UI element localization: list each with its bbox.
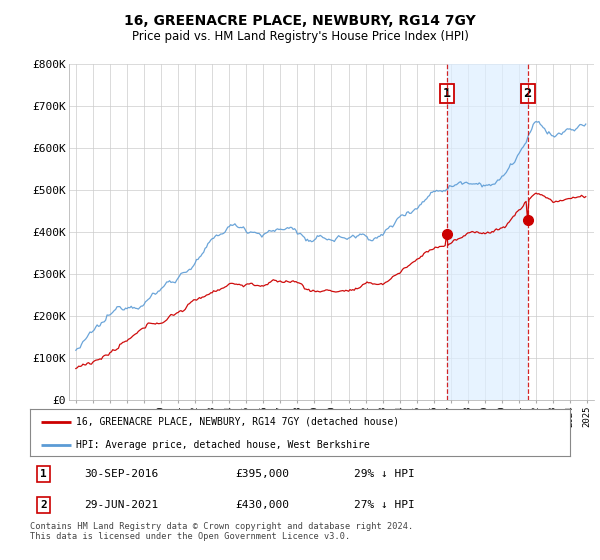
Text: 27% ↓ HPI: 27% ↓ HPI: [354, 500, 415, 510]
Text: Contains HM Land Registry data © Crown copyright and database right 2024.
This d: Contains HM Land Registry data © Crown c…: [30, 522, 413, 542]
Text: HPI: Average price, detached house, West Berkshire: HPI: Average price, detached house, West…: [76, 440, 370, 450]
Text: 29-JUN-2021: 29-JUN-2021: [84, 500, 158, 510]
Text: Price paid vs. HM Land Registry's House Price Index (HPI): Price paid vs. HM Land Registry's House …: [131, 30, 469, 43]
Text: £395,000: £395,000: [235, 469, 289, 479]
Text: 16, GREENACRE PLACE, NEWBURY, RG14 7GY (detached house): 16, GREENACRE PLACE, NEWBURY, RG14 7GY (…: [76, 417, 399, 427]
Text: 2: 2: [40, 500, 47, 510]
Text: £430,000: £430,000: [235, 500, 289, 510]
Text: 29% ↓ HPI: 29% ↓ HPI: [354, 469, 415, 479]
Text: 2: 2: [523, 87, 532, 100]
Text: 1: 1: [442, 87, 451, 100]
Text: 16, GREENACRE PLACE, NEWBURY, RG14 7GY: 16, GREENACRE PLACE, NEWBURY, RG14 7GY: [124, 14, 476, 28]
Text: 30-SEP-2016: 30-SEP-2016: [84, 469, 158, 479]
Bar: [446, 64, 527, 400]
Text: 1: 1: [40, 469, 47, 479]
